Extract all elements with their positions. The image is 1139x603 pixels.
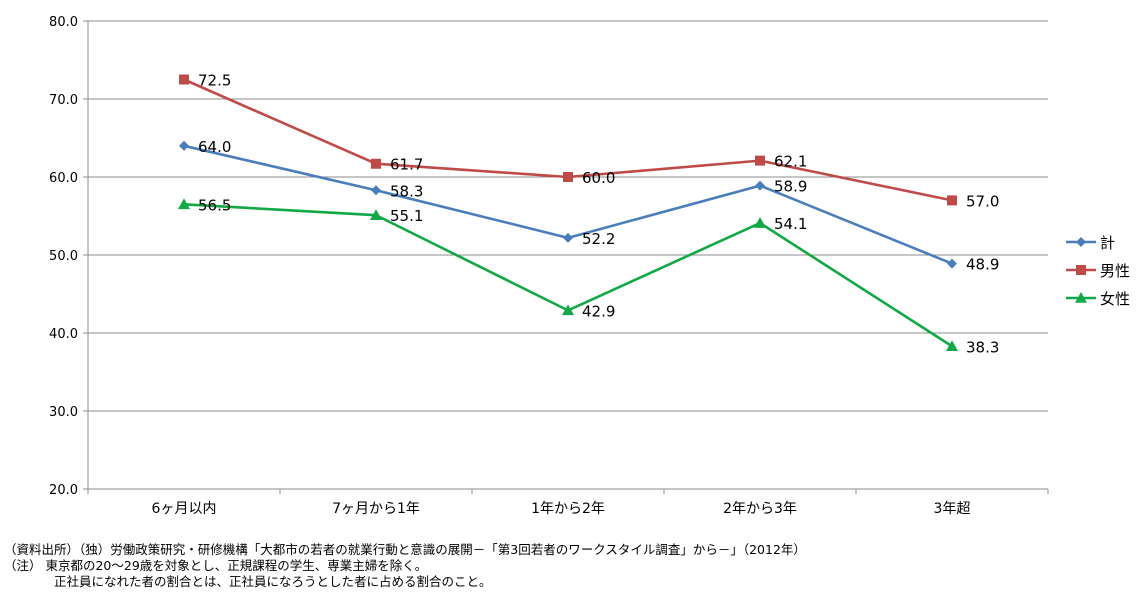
chart-notes: （資料出所）（独）労働政策研究・研修機構「大都市の若者の就業行動と意識の展開－「… xyxy=(4,542,806,590)
x-axis-categories: 6ヶ月以内 7ヶ月から1年 1年から2年 2年から3年 3年超 xyxy=(152,501,971,517)
series-line-3 xyxy=(183,203,953,348)
data-label: 38.3 xyxy=(966,338,999,356)
data-point-marker xyxy=(563,172,573,182)
data-point-marker xyxy=(562,304,574,316)
x-category-label: 7ヶ月から1年 xyxy=(332,501,420,517)
data-label: 52.2 xyxy=(582,230,615,248)
data-point-marker xyxy=(178,198,190,210)
legend-marker xyxy=(1076,237,1086,247)
data-point-marker xyxy=(755,155,765,166)
axes xyxy=(83,20,1049,494)
legend-label: 女性 xyxy=(1100,290,1130,308)
y-tick-label: 80.0 xyxy=(49,15,78,30)
legend-marker xyxy=(1076,265,1086,275)
y-tick-label: 50.0 xyxy=(49,249,78,264)
data-label: 48.9 xyxy=(966,256,999,274)
x-category-label: 1年から2年 xyxy=(531,501,605,517)
data-label: 72.5 xyxy=(198,72,231,90)
y-tick-label: 30.0 xyxy=(49,405,78,420)
y-tick-label: 40.0 xyxy=(49,327,78,342)
data-point-marker xyxy=(179,140,189,151)
data-point-marker xyxy=(179,74,189,85)
data-point-marker xyxy=(947,258,957,269)
y-axis-ticks: 20.0 30.0 40.0 50.0 60.0 70.0 80.0 xyxy=(49,15,78,498)
legend-label: 男性 xyxy=(1100,262,1130,280)
x-category-label: 2年から3年 xyxy=(723,501,797,517)
data-label: 60.0 xyxy=(582,169,615,187)
data-point-marker xyxy=(947,195,957,206)
data-labels: 64.0 58.3 52.2 58.9 48.9 72.5 61.7 60.0 62.1 57.0… xyxy=(198,72,999,357)
data-label: 61.7 xyxy=(390,156,423,174)
y-tick-label: 20.0 xyxy=(49,483,78,498)
y-tick-label: 70.0 xyxy=(49,93,78,108)
source-note: （資料出所）（独）労働政策研究・研修機構「大都市の若者の就業行動と意識の展開－「… xyxy=(4,542,806,557)
data-label: 54.1 xyxy=(774,215,807,233)
data-label: 62.1 xyxy=(774,153,807,171)
data-point-marker xyxy=(563,232,573,243)
legend-label: 計 xyxy=(1100,234,1115,252)
data-label: 56.5 xyxy=(198,196,231,214)
data-point-marker xyxy=(370,209,382,221)
data-label: 58.9 xyxy=(774,178,807,196)
series-line-2 xyxy=(183,78,953,202)
line-chart: 20.0 30.0 40.0 50.0 60.0 70.0 80.0 6ヶ月以内 7ヶ月から1… xyxy=(49,15,1130,517)
legend-marker xyxy=(1075,292,1087,303)
data-point-marker xyxy=(371,185,381,196)
data-point-marker xyxy=(371,158,381,169)
note-2: 正社員になれた者の割合とは、正社員になろうとした者に占める割合のこと。 xyxy=(54,574,492,589)
x-category-label: 3年超 xyxy=(934,501,971,517)
data-label: 42.9 xyxy=(582,302,615,320)
series-markers xyxy=(178,74,958,352)
data-point-marker xyxy=(755,180,765,191)
data-label: 55.1 xyxy=(390,207,423,225)
data-label: 58.3 xyxy=(390,182,423,200)
series-line-1 xyxy=(183,144,953,265)
y-tick-label: 60.0 xyxy=(49,171,78,186)
grid-lines xyxy=(88,20,1048,412)
x-category-label: 6ヶ月以内 xyxy=(152,501,217,517)
note-1: （注） 東京都の20～29歳を対象とし、正規課程の学生、専業主婦を除く。 xyxy=(4,558,428,573)
data-label: 64.0 xyxy=(198,138,231,156)
data-label: 57.0 xyxy=(966,192,999,210)
data-point-marker xyxy=(946,340,958,352)
data-point-marker xyxy=(754,217,766,228)
